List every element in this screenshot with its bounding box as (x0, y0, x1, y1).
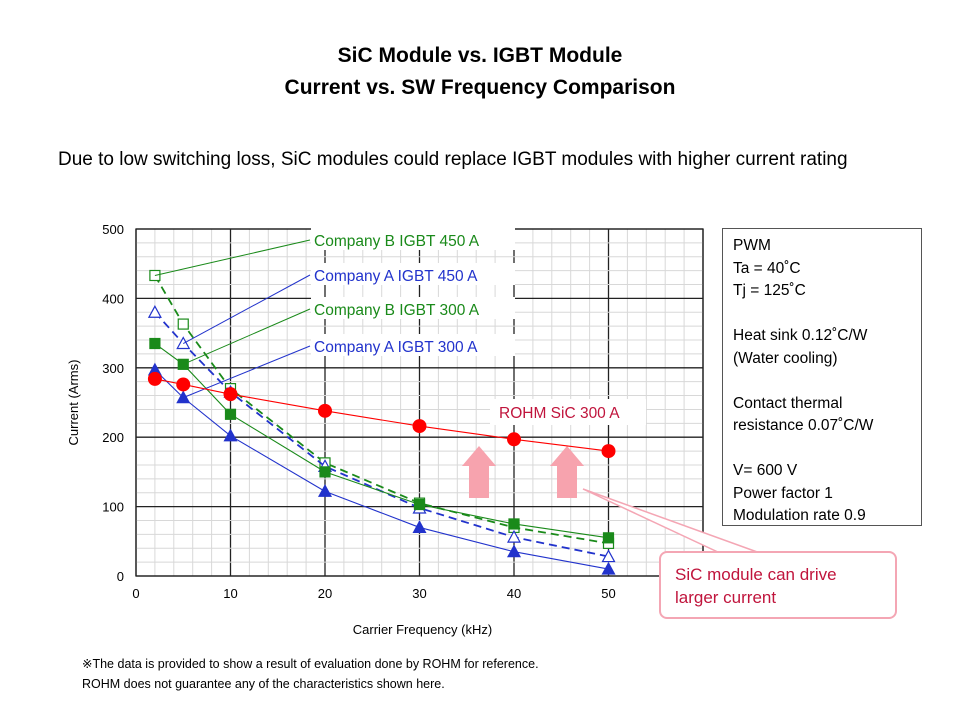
x-tick-label: 40 (507, 586, 521, 601)
leader-line (154, 239, 311, 276)
data-point (507, 432, 521, 447)
data-point (319, 466, 331, 478)
series-label: Company A IGBT 300 A (314, 339, 478, 356)
data-point (176, 377, 191, 392)
series-label-bg (311, 297, 515, 319)
y-tick-label: 0 (117, 569, 124, 584)
data-point (506, 529, 522, 543)
note-line1: ※The data is provided to show a result o… (82, 657, 539, 671)
series-label-bg (311, 263, 515, 285)
x-tick-label: 50 (601, 586, 615, 601)
data-point (602, 532, 615, 544)
condition-line: resistance 0.07˚C/W (733, 417, 874, 434)
data-point (223, 387, 238, 402)
data-point (149, 337, 161, 350)
data-point (413, 498, 426, 511)
data-point (223, 428, 238, 442)
data-point (317, 484, 333, 497)
callout-box: SiC module can drive larger current (659, 551, 897, 619)
data-point (147, 371, 162, 386)
up-arrow-icon (462, 446, 496, 498)
y-tick-label: 400 (102, 291, 124, 306)
data-point (601, 561, 616, 575)
series-label-bg (490, 399, 646, 425)
data-point (601, 444, 616, 459)
series-label-bg (311, 334, 515, 356)
note-line2: ROHM does not guarantee any of the chara… (82, 677, 445, 691)
condition-line: Power factor 1 (733, 484, 833, 502)
data-point (601, 549, 616, 563)
series-label: Company A IGBT 450 A (314, 268, 478, 285)
condition-line: Ta = 40˚C (733, 259, 801, 277)
subtitle: Due to low switching loss, SiC modules c… (58, 149, 848, 170)
leader-line (183, 308, 311, 365)
data-point (177, 318, 189, 330)
condition-line: V= 600 V (733, 462, 798, 479)
disclaimer: ※The data is provided to show a result o… (82, 654, 539, 694)
y-tick-label: 500 (102, 222, 124, 237)
x-axis-label: Carrier Frequency (kHz) (353, 622, 492, 637)
data-point (224, 408, 237, 420)
condition-line: Contact thermal (733, 394, 843, 412)
series-label: Company B IGBT 450 A (314, 233, 480, 250)
y-tick-label: 100 (102, 500, 124, 515)
data-point (412, 419, 427, 434)
title-line1: SiC Module vs. IGBT Module (337, 44, 623, 67)
x-tick-label: 30 (412, 586, 426, 601)
condition-line (733, 303, 911, 326)
series-label: ROHM SiC 300 A (499, 405, 620, 422)
conditions-box: PWM Ta = 40˚C Tj = 125˚C Heat sink 0.12˚C/W… (722, 228, 922, 526)
data-point (147, 305, 162, 318)
data-point (508, 518, 520, 530)
y-axis-label: Current (Arms) (66, 360, 81, 446)
data-point (412, 520, 427, 534)
condition-line: Modulation rate 0.9 (733, 507, 866, 524)
series-label-bg (311, 228, 515, 250)
leader-line (183, 274, 311, 344)
condition-line (733, 438, 911, 461)
up-arrow-icon (550, 446, 584, 498)
title-line2: Current vs. SW Frequency Comparison (284, 76, 676, 99)
condition-line: PWM (733, 237, 771, 254)
data-point (506, 544, 522, 558)
x-tick-label: 10 (223, 586, 237, 601)
condition-line: Tj = 125˚C (733, 282, 806, 299)
y-tick-label: 300 (102, 361, 124, 376)
y-tick-label: 200 (102, 430, 124, 445)
data-point (318, 403, 332, 418)
x-tick-label: 0 (132, 586, 139, 601)
series-label: Company B IGBT 300 A (314, 302, 480, 319)
condition-line: Heat sink 0.12˚C/W (733, 327, 868, 344)
condition-line (733, 370, 911, 393)
x-tick-label: 20 (318, 586, 332, 601)
condition-line: (Water cooling) (733, 349, 838, 367)
